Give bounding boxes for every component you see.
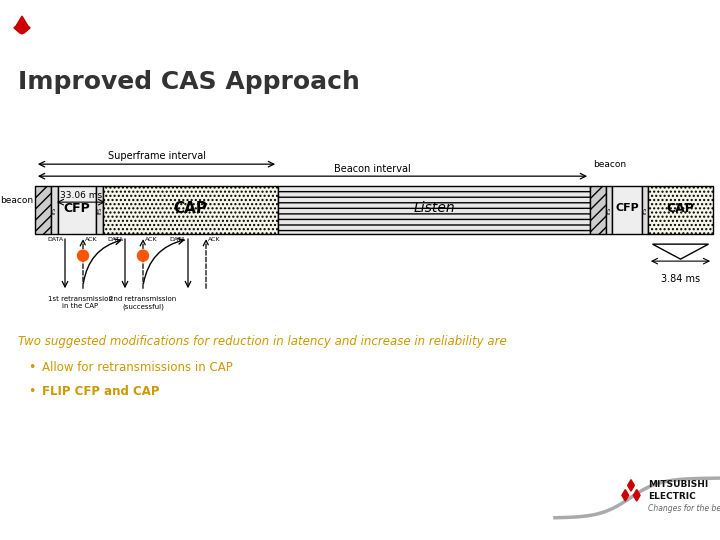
Polygon shape [17,22,30,33]
Text: Allow for retransmissions in CAP: Allow for retransmissions in CAP [42,361,233,374]
Text: MITSUBISHI: MITSUBISHI [648,480,708,489]
Text: IFS: IFS [606,206,611,214]
Polygon shape [17,16,27,34]
Text: 6: 6 [699,18,710,32]
Bar [96,186,103,234]
Text: CFP: CFP [63,201,91,214]
Circle shape [78,250,89,261]
Text: CAP: CAP [174,201,207,215]
Text: Changes for the better: Changes for the better [648,503,720,512]
Text: Beacon interval: Beacon interval [334,164,411,174]
Text: 3.84 ms: 3.84 ms [661,274,700,284]
Text: DATA: DATA [107,237,123,242]
Bar [35,186,51,234]
Text: DATA: DATA [47,237,63,242]
Text: IFS: IFS [642,206,647,214]
Bar [103,186,278,234]
Text: ELECTRIC: ELECTRIC [648,491,696,501]
Text: Superframe interval: Superframe interval [107,151,205,161]
Polygon shape [622,490,629,501]
Text: IFS: IFS [97,206,102,214]
Text: ACK: ACK [85,237,98,242]
Text: ACK: ACK [145,237,158,242]
Text: •: • [28,385,35,398]
Polygon shape [14,22,27,33]
Bar [648,186,713,234]
Circle shape [138,250,148,261]
Text: 33.06 ms: 33.06 ms [60,191,102,200]
Text: •: • [28,361,35,374]
Text: DATA: DATA [170,237,186,242]
Polygon shape [634,490,640,501]
Bar [58,186,96,234]
Text: IFS: IFS [52,206,57,214]
Text: Improved CAS Approach: Improved CAS Approach [18,70,360,94]
Text: MITSUBISHI ELECTRIC RESEARCH LABORATORIES: MITSUBISHI ELECTRIC RESEARCH LABORATORIE… [40,18,405,32]
Bar [612,186,642,234]
Text: beacon: beacon [593,160,626,168]
Text: FLIP CFP and CAP: FLIP CFP and CAP [42,385,160,398]
Bar [606,186,612,234]
Bar [278,186,590,234]
Text: ACK: ACK [208,237,220,242]
Text: 1st retransmission
in the CAP: 1st retransmission in the CAP [48,296,112,309]
Text: CFP: CFP [615,203,639,213]
Text: 2nd retransmission
(successful): 2nd retransmission (successful) [109,296,176,309]
Bar [590,186,606,234]
Bar [51,186,58,234]
Text: Two suggested modifications for reduction in latency and increase in reliability: Two suggested modifications for reductio… [18,335,507,348]
Bar [642,186,648,234]
Polygon shape [628,480,634,491]
Text: Listen: Listen [413,201,455,215]
Text: beacon: beacon [0,195,33,205]
Text: CAP: CAP [667,201,694,214]
